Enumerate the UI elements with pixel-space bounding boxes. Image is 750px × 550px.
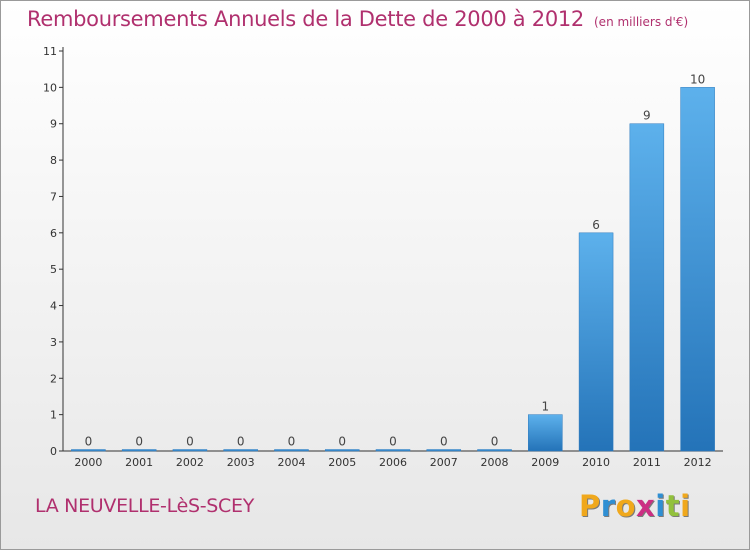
data-label: 1: [541, 400, 549, 414]
y-tick-label: 7: [50, 190, 57, 203]
y-tick-label: 4: [50, 300, 57, 313]
logo-letter: o: [615, 489, 637, 523]
x-tick-label: 2004: [277, 456, 305, 469]
logo-letter: i: [680, 489, 691, 523]
y-tick-label: 2: [50, 372, 57, 385]
y-tick-label: 0: [50, 445, 57, 458]
y-tick-label: 10: [43, 81, 57, 94]
logo-letter: i: [655, 489, 666, 523]
data-label: 9: [643, 109, 651, 123]
logo-letter: x: [636, 489, 656, 523]
y-tick-label: 5: [50, 263, 57, 276]
bar: [324, 449, 360, 452]
data-label: 10: [690, 72, 705, 86]
x-tick-label: 2003: [227, 456, 255, 469]
commune-name: LA NEUVELLE-LèS-SCEY: [35, 495, 255, 517]
bar: [477, 449, 512, 452]
data-label: 0: [491, 435, 499, 449]
proxiti-logo: Proxiti: [579, 489, 691, 523]
y-tick-label: 11: [43, 45, 57, 58]
y-tick-label: 1: [50, 409, 57, 422]
bar: [528, 414, 563, 452]
data-label: 0: [288, 435, 296, 449]
bar: [172, 449, 208, 452]
data-label: 0: [389, 435, 397, 449]
x-tick-label: 2010: [582, 456, 610, 469]
x-tick-label: 2007: [430, 456, 458, 469]
data-label: 0: [135, 435, 143, 449]
x-tick-label: 2006: [379, 456, 407, 469]
logo-letter: r: [600, 489, 616, 523]
bar: [629, 123, 665, 452]
bar: [426, 449, 462, 452]
logo-letter: t: [665, 489, 681, 523]
y-tick-label: 3: [50, 336, 57, 349]
y-tick-label: 8: [50, 154, 57, 167]
bar: [223, 449, 258, 452]
chart-subtitle: (en milliers d'€): [594, 15, 689, 29]
data-label: 0: [338, 435, 346, 449]
y-tick-label: 9: [50, 118, 57, 131]
chart-title: Remboursements Annuels de la Dette de 20…: [27, 7, 584, 31]
x-tick-label: 2011: [633, 456, 661, 469]
bar: [274, 449, 309, 452]
bar: [121, 449, 157, 452]
bar: [375, 449, 411, 452]
x-tick-label: 2008: [481, 456, 509, 469]
x-tick-label: 2002: [176, 456, 204, 469]
x-tick-label: 2000: [74, 456, 102, 469]
x-tick-label: 2009: [531, 456, 559, 469]
data-label: 0: [237, 435, 245, 449]
data-label: 6: [592, 218, 600, 232]
y-tick-label: 6: [50, 227, 57, 240]
data-label: 0: [85, 435, 93, 449]
data-label: 0: [186, 435, 194, 449]
bar: [680, 87, 715, 452]
data-label: 0: [440, 435, 448, 449]
x-tick-label: 2005: [328, 456, 356, 469]
bar: [71, 449, 106, 452]
x-tick-label: 2001: [125, 456, 153, 469]
data-labels: 0 0 0 0 0 0 0 0 0 1 6 9 10: [85, 72, 706, 448]
x-tick-label: 2012: [684, 456, 712, 469]
bar: [578, 232, 614, 452]
bars: [71, 87, 715, 452]
logo-letter: P: [579, 489, 601, 523]
title-row: Remboursements Annuels de la Dette de 20…: [27, 7, 688, 31]
